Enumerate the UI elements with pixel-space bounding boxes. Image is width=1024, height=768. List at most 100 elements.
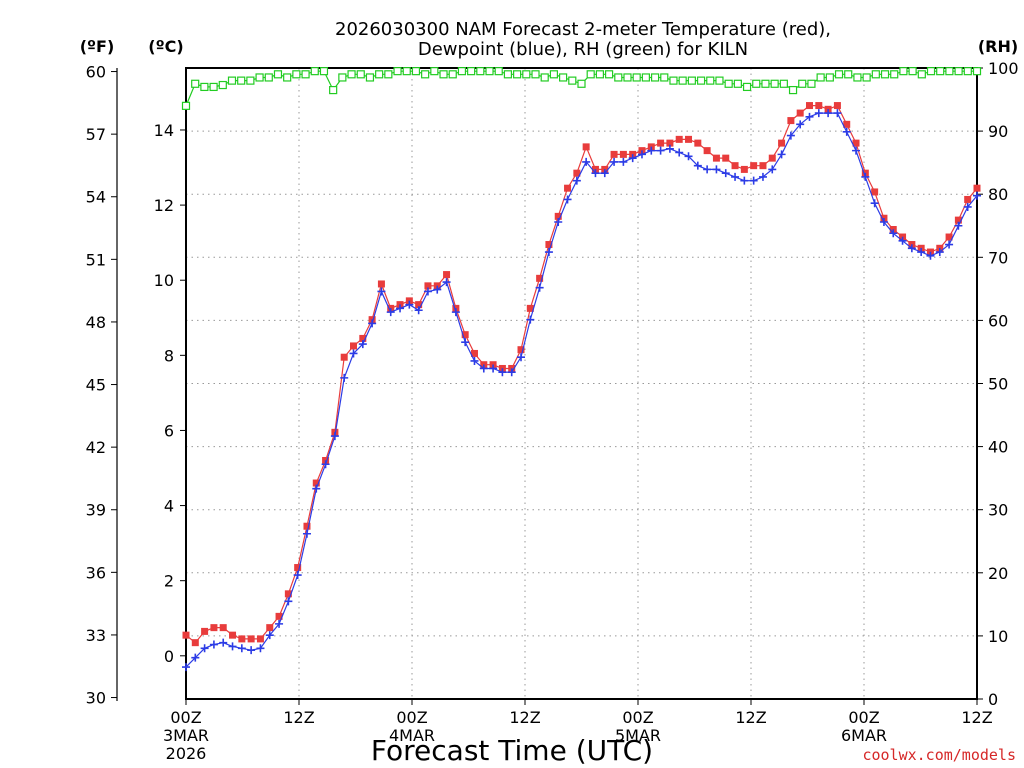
c-tick-label: 6 <box>164 421 174 440</box>
data-point <box>666 139 674 147</box>
data-point <box>750 162 758 170</box>
data-point <box>871 188 879 196</box>
data-point <box>908 67 917 76</box>
data-point <box>350 342 358 350</box>
data-point <box>842 127 851 136</box>
data-point <box>796 120 805 129</box>
data-point <box>954 67 963 76</box>
x-tick-label: 00Z <box>170 708 201 727</box>
data-point <box>770 79 779 88</box>
data-point <box>349 349 358 358</box>
data-point <box>843 120 851 128</box>
f-tick-label: 60 <box>86 63 106 82</box>
data-point <box>824 109 833 118</box>
chart-title: 2026030300 NAM Forecast 2-meter Temperat… <box>335 19 831 40</box>
data-point <box>266 624 274 632</box>
data-point <box>693 161 702 170</box>
series-layer <box>181 67 982 672</box>
data-point <box>684 152 693 161</box>
data-point <box>833 102 841 110</box>
data-point <box>498 368 507 377</box>
data-point <box>600 169 609 178</box>
f-tick-label: 39 <box>86 501 106 520</box>
x-axis-label: Forecast Time (UTC) <box>371 734 653 767</box>
data-point <box>507 368 516 377</box>
rh-tick-label: 80 <box>988 185 1008 204</box>
data-point <box>329 85 338 95</box>
data-point <box>302 529 311 538</box>
data-point <box>973 191 981 200</box>
data-point <box>424 282 432 290</box>
data-point <box>591 169 600 178</box>
data-point <box>540 73 549 82</box>
data-point <box>724 79 733 88</box>
data-point <box>844 70 853 79</box>
data-point <box>807 79 816 88</box>
x-tick-label: 00Z <box>848 708 879 727</box>
x-tick-label: 6MAR <box>841 726 887 745</box>
data-point <box>568 76 577 85</box>
series-line <box>185 112 978 668</box>
data-point <box>715 76 724 85</box>
data-point <box>733 79 742 88</box>
data-point <box>415 301 423 309</box>
right-unit-rh: (RH) <box>978 37 1018 56</box>
data-point <box>237 644 246 653</box>
data-point <box>402 67 411 76</box>
data-point <box>430 67 439 76</box>
data-point <box>879 217 888 226</box>
data-point <box>545 241 553 249</box>
data-point <box>517 346 525 354</box>
data-point <box>312 484 321 493</box>
data-point <box>563 195 572 204</box>
data-point <box>386 308 395 317</box>
data-point <box>209 82 218 92</box>
data-point <box>945 240 954 249</box>
data-point <box>964 195 972 203</box>
data-point <box>740 176 749 185</box>
data-point <box>870 199 879 208</box>
left-unit-f: (ºF) <box>80 37 115 56</box>
data-point <box>494 67 503 76</box>
c-tick-label: 4 <box>164 497 174 516</box>
data-point <box>293 571 302 580</box>
data-point <box>926 67 936 76</box>
series-temperature <box>182 102 981 647</box>
data-point <box>678 76 687 85</box>
data-point <box>814 109 823 118</box>
f-tick-label: 36 <box>86 563 106 582</box>
data-point <box>623 73 632 82</box>
data-point <box>485 67 494 76</box>
data-point <box>586 70 595 79</box>
data-point <box>862 73 871 82</box>
data-point <box>522 70 531 79</box>
data-point <box>340 373 349 382</box>
data-point <box>209 640 218 649</box>
fahrenheit-axis: 30 33 36 39 42 45 48 51 54 57 60 <box>86 63 117 708</box>
x-tick-label: 12Z <box>509 708 540 727</box>
data-point <box>786 131 795 140</box>
data-point <box>359 334 367 342</box>
left-unit-c: (ºC) <box>148 37 183 56</box>
data-point <box>687 76 696 85</box>
data-point <box>582 157 591 166</box>
data-point <box>489 364 498 373</box>
data-point <box>796 109 804 117</box>
data-point <box>340 353 348 361</box>
data-point <box>191 79 200 88</box>
data-point <box>182 663 190 672</box>
data-point <box>564 184 572 192</box>
series-rh <box>181 67 982 110</box>
rh-tick-label: 50 <box>988 375 1008 394</box>
data-point <box>227 76 237 85</box>
data-point <box>284 590 292 598</box>
data-point <box>761 79 770 88</box>
data-point <box>255 73 264 82</box>
data-point <box>442 278 451 287</box>
data-point <box>411 67 421 76</box>
rh-tick-label: 0 <box>988 690 998 709</box>
data-point <box>582 143 590 151</box>
data-point <box>963 67 972 76</box>
x-tick-label: 3MAR <box>163 726 209 745</box>
c-tick-label: 0 <box>164 647 174 666</box>
